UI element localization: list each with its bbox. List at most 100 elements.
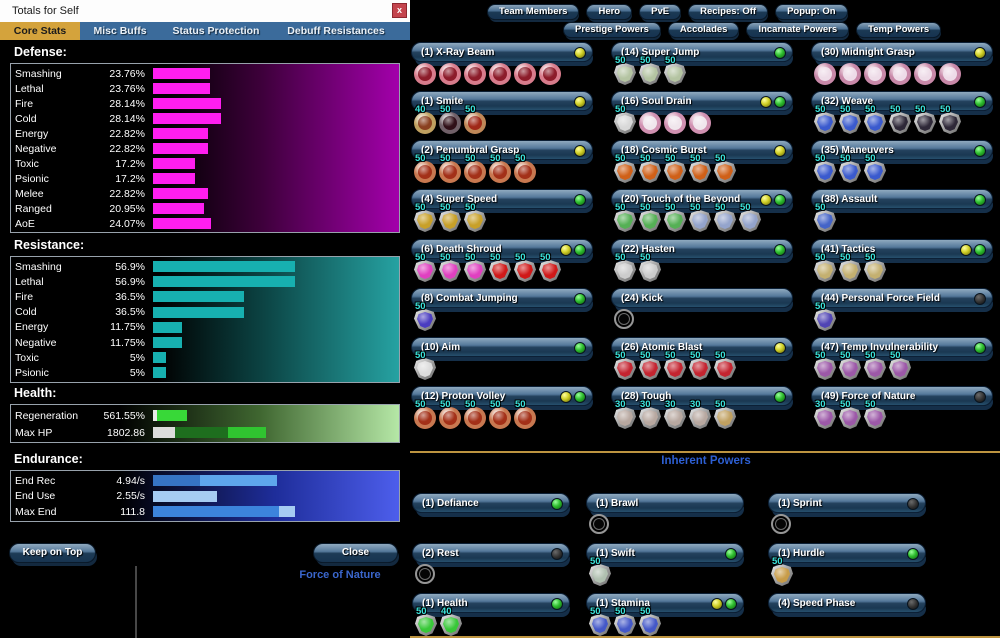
- enhancement-slot[interactable]: 50: [613, 202, 637, 232]
- toolbar-button-temp-powers[interactable]: Temp Powers: [856, 22, 942, 38]
- tab-core-stats[interactable]: Core Stats: [0, 22, 80, 40]
- enhancement-slot[interactable]: 50: [463, 399, 487, 429]
- enhancement-slot[interactable]: 50: [513, 153, 537, 183]
- power-bar-38-assault[interactable]: (38) Assault: [811, 189, 993, 209]
- close-button[interactable]: Close: [313, 543, 398, 563]
- enhancement-slot[interactable]: 50: [638, 202, 662, 232]
- enhancement-slot[interactable]: 50: [613, 350, 637, 380]
- enhancement-slot[interactable]: 50: [638, 153, 662, 183]
- power-bar-49-force-of-nature[interactable]: (49) Force of Nature: [811, 386, 993, 406]
- power-bar-12-proton-volley[interactable]: (12) Proton Volley: [411, 386, 593, 406]
- enhancement-slot[interactable]: [588, 510, 612, 536]
- enhancement-slot[interactable]: 50: [663, 153, 687, 183]
- toolbar-button-hero[interactable]: Hero: [586, 4, 633, 20]
- window-titlebar[interactable]: Totals for Self x: [0, 0, 410, 22]
- enhancement-slot[interactable]: 50: [770, 556, 794, 586]
- enhancement-slot[interactable]: 50: [913, 104, 937, 134]
- tab-status-protection[interactable]: Status Protection: [172, 25, 260, 37]
- power-bar-30-midnight-grasp[interactable]: (30) Midnight Grasp: [811, 42, 993, 62]
- enhancement-slot[interactable]: 30: [663, 399, 687, 429]
- power-bar-1-x-ray-beam[interactable]: (1) X-Ray Beam: [411, 42, 593, 62]
- enhancement-slot[interactable]: 50: [738, 202, 762, 232]
- enhancement-slot[interactable]: 50: [613, 153, 637, 183]
- enhancement-slot[interactable]: 50: [838, 153, 862, 183]
- keep-on-top-button[interactable]: Keep on Top: [9, 543, 96, 563]
- toolbar-button-popup-on[interactable]: Popup: On: [775, 4, 848, 20]
- power-bar-1-brawl[interactable]: (1) Brawl: [586, 493, 744, 513]
- enhancement-slot[interactable]: 50: [813, 202, 837, 232]
- enhancement-slot[interactable]: 40: [413, 104, 437, 134]
- enhancement-slot[interactable]: 50: [488, 153, 512, 183]
- enhancement-slot[interactable]: [613, 305, 637, 331]
- enhancement-slot[interactable]: 50: [688, 153, 712, 183]
- power-bar-14-super-jump[interactable]: (14) Super Jump: [611, 42, 793, 62]
- power-bar-35-maneuvers[interactable]: (35) Maneuvers: [811, 140, 993, 160]
- enhancement-slot[interactable]: 50: [438, 202, 462, 232]
- enhancement-slot[interactable]: [538, 59, 562, 85]
- enhancement-slot[interactable]: 50: [713, 399, 737, 429]
- enhancement-slot[interactable]: 50: [463, 202, 487, 232]
- enhancement-slot[interactable]: 50: [938, 104, 962, 134]
- enhancement-slot[interactable]: [888, 59, 912, 85]
- enhancement-slot[interactable]: 50: [438, 399, 462, 429]
- enhancement-slot[interactable]: 50: [713, 153, 737, 183]
- enhancement-slot[interactable]: 50: [838, 399, 862, 429]
- toolbar-button-accolades[interactable]: Accolades: [667, 22, 740, 38]
- enhancement-slot[interactable]: 50: [638, 606, 662, 636]
- enhancement-slot[interactable]: 50: [638, 350, 662, 380]
- enhancement-slot[interactable]: 50: [838, 350, 862, 380]
- enhancement-slot[interactable]: 50: [838, 252, 862, 282]
- enhancement-slot[interactable]: 30: [613, 399, 637, 429]
- enhancement-slot[interactable]: [663, 108, 687, 134]
- toolbar-button-prestige-powers[interactable]: Prestige Powers: [563, 22, 661, 38]
- enhancement-slot[interactable]: 50: [613, 55, 637, 85]
- enhancement-slot[interactable]: 50: [813, 153, 837, 183]
- power-bar-44-personal-force-field[interactable]: (44) Personal Force Field: [811, 288, 993, 308]
- power-bar-20-touch-of-the-beyond[interactable]: (20) Touch of the Beyond: [611, 189, 793, 209]
- enhancement-slot[interactable]: [913, 59, 937, 85]
- enhancement-slot[interactable]: [770, 510, 794, 536]
- power-bar-2-rest[interactable]: (2) Rest: [412, 543, 570, 563]
- enhancement-slot[interactable]: 50: [663, 55, 687, 85]
- power-bar-16-soul-drain[interactable]: (16) Soul Drain: [611, 91, 793, 111]
- enhancement-slot[interactable]: [688, 108, 712, 134]
- enhancement-slot[interactable]: 50: [588, 606, 612, 636]
- power-bar-1-swift[interactable]: (1) Swift: [586, 543, 744, 563]
- enhancement-slot[interactable]: 50: [888, 104, 912, 134]
- enhancement-slot[interactable]: 50: [863, 399, 887, 429]
- enhancement-slot[interactable]: 50: [713, 202, 737, 232]
- enhancement-slot[interactable]: 50: [413, 350, 437, 380]
- enhancement-slot[interactable]: 50: [538, 252, 562, 282]
- enhancement-slot[interactable]: 50: [438, 153, 462, 183]
- enhancement-slot[interactable]: 50: [638, 55, 662, 85]
- enhancement-slot[interactable]: 30: [813, 399, 837, 429]
- power-bar-1-defiance[interactable]: (1) Defiance: [412, 493, 570, 513]
- enhancement-slot[interactable]: 50: [488, 252, 512, 282]
- power-bar-1-sprint[interactable]: (1) Sprint: [768, 493, 926, 513]
- enhancement-slot[interactable]: 50: [413, 153, 437, 183]
- toolbar-button-pve[interactable]: PvE: [639, 4, 682, 20]
- power-bar-22-hasten[interactable]: (22) Hasten: [611, 239, 793, 259]
- enhancement-slot[interactable]: 50: [863, 252, 887, 282]
- enhancement-slot[interactable]: 50: [713, 350, 737, 380]
- enhancement-slot[interactable]: 50: [413, 252, 437, 282]
- enhancement-slot[interactable]: 50: [688, 202, 712, 232]
- enhancement-slot[interactable]: [438, 59, 462, 85]
- enhancement-slot[interactable]: [813, 59, 837, 85]
- enhancement-slot[interactable]: 50: [414, 606, 438, 636]
- power-bar-28-tough[interactable]: (28) Tough: [611, 386, 793, 406]
- power-bar-26-atomic-blast[interactable]: (26) Atomic Blast: [611, 337, 793, 357]
- power-bar-32-weave[interactable]: (32) Weave: [811, 91, 993, 111]
- power-bar-2-penumbral-grasp[interactable]: (2) Penumbral Grasp: [411, 140, 593, 160]
- enhancement-slot[interactable]: 50: [863, 153, 887, 183]
- enhancement-slot[interactable]: 30: [688, 399, 712, 429]
- enhancement-slot[interactable]: 50: [813, 104, 837, 134]
- enhancement-slot[interactable]: 50: [413, 301, 437, 331]
- power-bar-8-combat-jumping[interactable]: (8) Combat Jumping: [411, 288, 593, 308]
- power-bar-4-super-speed[interactable]: (4) Super Speed: [411, 189, 593, 209]
- toolbar-button-incarnate-powers[interactable]: Incarnate Powers: [746, 22, 850, 38]
- enhancement-slot[interactable]: [513, 59, 537, 85]
- enhancement-slot[interactable]: 50: [813, 301, 837, 331]
- power-bar-41-tactics[interactable]: (41) Tactics: [811, 239, 993, 259]
- enhancement-slot[interactable]: 50: [813, 252, 837, 282]
